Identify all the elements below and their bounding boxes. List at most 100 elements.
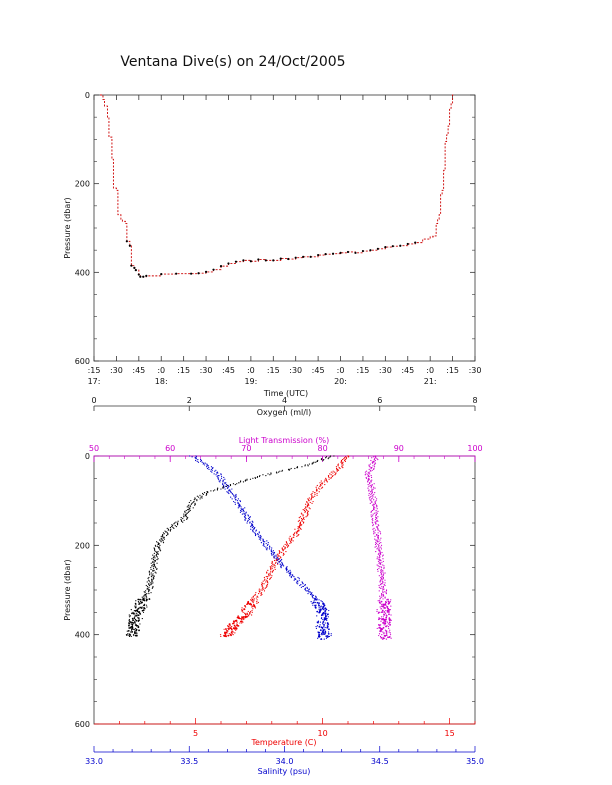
profile-point <box>365 473 367 475</box>
profile-point <box>260 589 262 591</box>
profile-point <box>322 631 324 634</box>
profile-point <box>382 554 384 556</box>
oxygen-series <box>125 455 335 638</box>
profile-point <box>324 633 327 635</box>
profile-point <box>135 619 138 622</box>
profile-point <box>200 496 202 498</box>
profile-point <box>183 515 185 517</box>
profile-point <box>380 537 382 539</box>
profile-point <box>243 512 245 514</box>
profile-point <box>252 596 254 598</box>
temperature-series <box>219 455 350 638</box>
profile-point <box>270 570 272 572</box>
profile-point <box>271 553 273 555</box>
profile-point <box>134 624 137 626</box>
profile-point <box>287 544 290 546</box>
profile-point <box>378 550 380 552</box>
profile-point <box>387 609 390 612</box>
profile-point <box>385 589 388 591</box>
profile-point <box>156 567 158 570</box>
profile-point <box>383 618 386 621</box>
profile-point <box>378 623 380 626</box>
dive-track-point <box>414 241 417 244</box>
profile-point <box>136 633 138 635</box>
profile-point <box>275 558 277 560</box>
profile-point <box>150 584 152 586</box>
profile-point <box>384 637 386 639</box>
profile-point <box>321 617 323 619</box>
light-transmission-series <box>364 455 392 640</box>
profile-point <box>323 626 325 628</box>
profile-point <box>258 531 260 533</box>
profile-point <box>320 634 322 636</box>
profile-point <box>269 572 271 574</box>
profile-point <box>331 475 333 478</box>
profile-point <box>234 632 236 634</box>
profile-point <box>322 614 324 616</box>
profile-point <box>373 461 375 463</box>
profile-point <box>371 469 373 471</box>
profile-point <box>342 464 344 466</box>
profile-point <box>183 516 185 518</box>
profile-point <box>233 495 235 497</box>
profile-point <box>375 500 377 502</box>
profile-point <box>344 459 346 462</box>
profile-point <box>280 565 283 567</box>
profile-point <box>261 584 263 587</box>
profile-point <box>239 622 241 624</box>
profile-point <box>271 562 273 564</box>
profile-point <box>325 477 327 479</box>
profile-point <box>243 608 246 611</box>
profile-point <box>369 469 372 471</box>
profile-point <box>271 567 273 570</box>
profile-point <box>141 599 143 601</box>
profile-point <box>376 506 378 508</box>
profile-point <box>160 537 162 539</box>
profile-point <box>233 627 235 629</box>
profile-point <box>376 534 378 536</box>
profile-point <box>236 624 238 627</box>
profile-point <box>320 626 323 629</box>
profile-point <box>263 543 265 546</box>
profile-point <box>272 566 274 568</box>
profile-point <box>345 458 347 460</box>
profile-point <box>371 491 373 493</box>
dive-track-point <box>369 249 372 252</box>
profile-point <box>390 599 392 601</box>
profile-point <box>371 509 374 512</box>
profile-point <box>312 597 314 599</box>
profile-point <box>374 546 376 548</box>
profile-point <box>368 485 370 487</box>
profile-point <box>301 524 303 526</box>
profile-point <box>127 633 129 635</box>
profile-point <box>153 556 155 558</box>
profile-point <box>276 472 278 474</box>
profile-point <box>273 559 276 562</box>
profile-point <box>382 598 384 600</box>
profile-point <box>241 622 243 624</box>
profile-point <box>258 592 260 595</box>
profile-point <box>140 607 143 609</box>
profile-point <box>378 544 380 546</box>
profile-point <box>370 498 373 500</box>
profile-point <box>155 555 157 557</box>
profile-point <box>250 603 253 606</box>
profile-point <box>228 492 230 495</box>
profile-point <box>154 566 156 568</box>
profile-point <box>131 625 134 628</box>
profile-point <box>374 502 377 504</box>
dive-track-point <box>309 255 312 258</box>
profile-point <box>150 568 152 571</box>
profile-point <box>155 554 157 556</box>
profile-point <box>371 492 373 494</box>
profile-point <box>275 561 277 563</box>
profile-point <box>231 626 233 628</box>
profile-point <box>381 570 383 572</box>
profile-point <box>382 595 384 597</box>
dive-track-point <box>339 251 342 254</box>
profile-point <box>373 506 375 508</box>
profile-point <box>321 483 324 485</box>
profile-point <box>265 546 267 548</box>
x-tick-label: :45 <box>222 366 235 375</box>
profile-point <box>227 628 230 630</box>
